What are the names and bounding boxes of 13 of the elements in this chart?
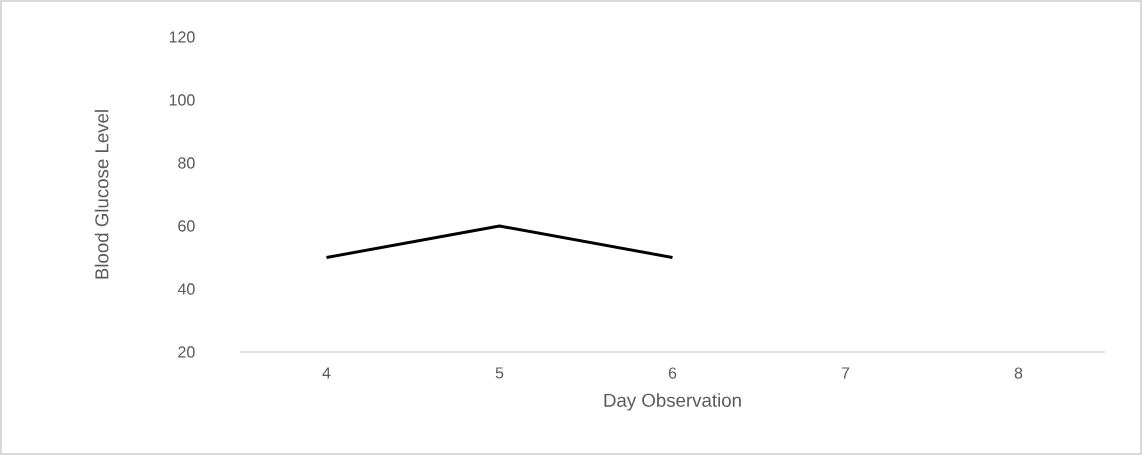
y-tick-label: 120 — [169, 31, 195, 43]
x-tick-label: 4 — [322, 367, 331, 379]
y-tick-label: 100 — [169, 94, 195, 106]
x-axis-title: Day Observation — [604, 393, 741, 411]
y-axis-title: Blood Glucose Level — [94, 110, 109, 279]
x-tick-label: 8 — [1014, 367, 1023, 379]
y-tick-label: 20 — [178, 346, 195, 358]
y-tick-label: 60 — [178, 220, 195, 232]
y-tick-label: 80 — [178, 157, 195, 169]
y-tick-label: 40 — [177, 283, 195, 295]
x-tick-label: 5 — [495, 367, 504, 379]
x-tick-label: 6 — [668, 367, 677, 379]
x-tick-label: 7 — [841, 367, 850, 379]
